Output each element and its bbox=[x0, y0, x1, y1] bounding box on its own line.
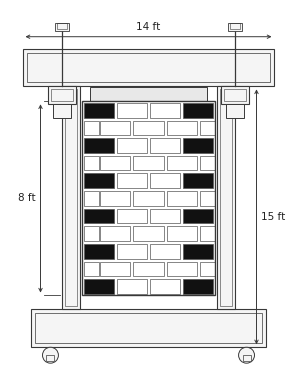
Bar bbox=[183, 173, 213, 188]
Bar bbox=[167, 156, 197, 170]
Bar bbox=[65, 89, 77, 306]
Bar bbox=[117, 138, 147, 153]
Bar bbox=[167, 121, 197, 135]
Bar bbox=[183, 244, 213, 259]
Bar bbox=[183, 209, 213, 223]
Bar bbox=[167, 191, 197, 206]
Bar bbox=[56, 23, 69, 31]
Bar bbox=[217, 86, 235, 309]
Bar bbox=[133, 121, 164, 135]
Bar bbox=[84, 156, 99, 170]
Bar bbox=[53, 105, 71, 118]
Bar bbox=[226, 105, 244, 118]
Bar bbox=[117, 244, 147, 259]
Bar bbox=[183, 138, 213, 153]
Bar bbox=[220, 89, 232, 306]
Bar bbox=[243, 355, 251, 361]
Bar bbox=[167, 262, 197, 276]
Bar bbox=[183, 279, 213, 294]
Bar bbox=[150, 279, 180, 294]
Bar bbox=[100, 226, 130, 241]
Bar bbox=[82, 102, 215, 296]
Bar bbox=[228, 23, 241, 31]
Bar bbox=[221, 86, 249, 105]
Bar bbox=[117, 209, 147, 223]
Bar bbox=[62, 86, 80, 309]
Bar bbox=[117, 103, 147, 118]
Circle shape bbox=[42, 347, 59, 363]
Bar bbox=[117, 279, 147, 294]
Bar bbox=[150, 103, 180, 118]
Bar bbox=[150, 173, 180, 188]
Bar bbox=[51, 89, 73, 102]
Bar bbox=[84, 121, 99, 135]
Bar bbox=[183, 103, 213, 118]
Bar bbox=[57, 23, 67, 29]
Bar bbox=[150, 138, 180, 153]
Bar bbox=[133, 156, 164, 170]
Bar bbox=[90, 88, 207, 102]
Bar bbox=[84, 226, 99, 241]
Text: 8 ft: 8 ft bbox=[18, 193, 36, 203]
Bar bbox=[100, 191, 130, 206]
Bar bbox=[167, 226, 197, 241]
Bar bbox=[84, 209, 114, 223]
Circle shape bbox=[238, 347, 255, 363]
Bar bbox=[133, 262, 164, 276]
Bar bbox=[230, 23, 240, 29]
Bar bbox=[100, 121, 130, 135]
Bar bbox=[26, 53, 271, 82]
Bar bbox=[224, 89, 246, 102]
Bar bbox=[133, 191, 164, 206]
Text: 14 ft: 14 ft bbox=[136, 22, 161, 32]
Bar bbox=[200, 191, 215, 206]
Bar bbox=[133, 226, 164, 241]
Bar bbox=[31, 309, 266, 347]
Bar bbox=[200, 121, 215, 135]
Bar bbox=[84, 262, 99, 276]
Bar bbox=[84, 173, 114, 188]
Bar bbox=[84, 103, 114, 118]
Bar bbox=[150, 209, 180, 223]
Bar bbox=[84, 279, 114, 294]
Bar bbox=[200, 262, 215, 276]
Bar bbox=[46, 355, 54, 361]
Bar bbox=[84, 191, 99, 206]
Bar bbox=[100, 156, 130, 170]
Bar bbox=[48, 86, 76, 105]
Bar bbox=[200, 156, 215, 170]
Bar bbox=[200, 226, 215, 241]
Bar bbox=[23, 49, 274, 86]
Bar bbox=[117, 173, 147, 188]
Bar bbox=[100, 262, 130, 276]
Bar bbox=[34, 314, 263, 343]
Bar bbox=[84, 138, 114, 153]
Bar bbox=[150, 244, 180, 259]
Bar bbox=[84, 244, 114, 259]
Text: 15 ft: 15 ft bbox=[261, 212, 286, 222]
